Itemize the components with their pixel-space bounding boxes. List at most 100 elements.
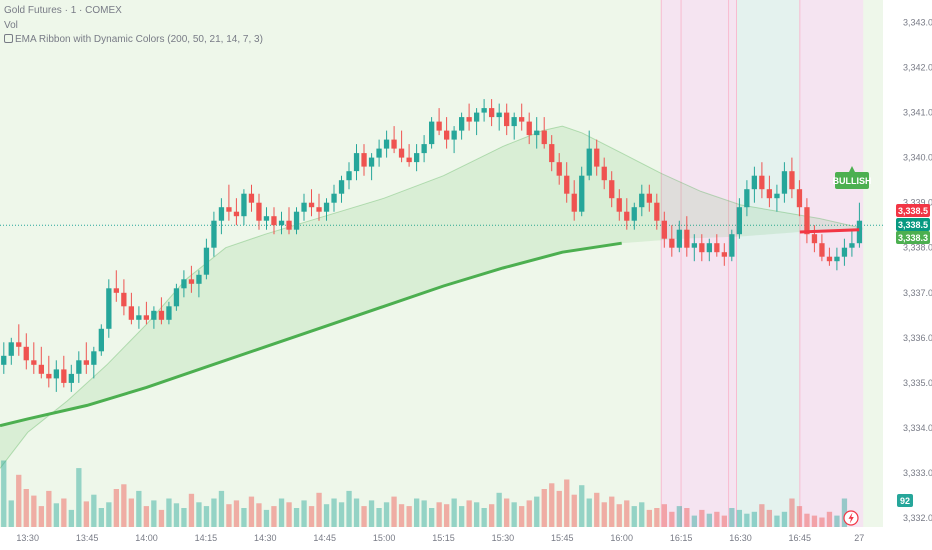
candle-body: [564, 175, 570, 194]
candles: [1, 99, 863, 392]
volume-bar: [444, 504, 450, 527]
ema-short-line: [0, 125, 860, 469]
time-tick-label: 14:00: [135, 533, 158, 543]
candle-body: [421, 144, 427, 154]
volume-bar: [188, 493, 195, 528]
regime-bands: [660, 0, 864, 527]
regime-band-1: [681, 0, 729, 527]
time-tick-label: 15:15: [432, 533, 455, 543]
volume-bar: [699, 509, 705, 527]
volume-bar: [113, 489, 119, 527]
ema-ribbon-area: [0, 126, 864, 469]
candle-body: [534, 130, 540, 136]
candle-body: [38, 364, 44, 374]
time-tick-label: 27: [854, 533, 864, 543]
time-tick-label: 16:30: [729, 533, 752, 543]
time-tick-label: 14:45: [313, 533, 336, 543]
volume-bar: [639, 502, 645, 527]
candle-body: [76, 360, 82, 374]
time-tick-label: 13:45: [76, 533, 99, 543]
price-tick-label: 3,333.0: [903, 468, 932, 478]
lightning-icon[interactable]: [843, 510, 859, 526]
candle-body: [519, 117, 525, 122]
volume-bar: [436, 502, 442, 527]
candle-body: [158, 310, 165, 320]
volume-bars: [1, 460, 848, 528]
volume-bar: [714, 511, 720, 527]
volume-bar: [549, 483, 555, 527]
candle-body: [293, 211, 300, 230]
candle-body: [8, 342, 14, 356]
price-tag-upper: 3,338.5: [896, 204, 930, 217]
candle-body: [811, 234, 818, 244]
volume-bar: [218, 490, 225, 527]
volume-bar: [526, 500, 532, 527]
candle-body: [173, 288, 180, 307]
price-tag-lower: 3,338.3: [896, 231, 930, 244]
price-tick-label: 3,334.0: [903, 423, 932, 433]
candle-body: [211, 220, 217, 248]
volume-bar: [263, 509, 270, 527]
candle-body: [856, 220, 863, 244]
volume-bar: [736, 509, 742, 527]
volume-bar: [579, 485, 585, 527]
candle-body: [106, 288, 112, 329]
candle-body: [23, 346, 29, 361]
time-tick-label: 16:15: [670, 533, 693, 543]
candle-body: [188, 279, 195, 284]
volume-bar: [8, 500, 14, 527]
volume-bar: [376, 508, 382, 527]
candle-body: [511, 117, 517, 127]
volume-bar: [143, 506, 149, 527]
regime-band-4: [799, 0, 864, 527]
candle-body: [203, 247, 210, 275]
volume-bar: [646, 509, 652, 527]
candle-body: [526, 121, 532, 136]
candle-body: [721, 252, 727, 257]
volume-bar: [38, 506, 44, 527]
candle-body: [166, 306, 172, 320]
candle-body: [676, 229, 682, 248]
candle-body: [113, 288, 119, 293]
volume-bar: [346, 490, 352, 527]
volume-bar: [519, 506, 525, 527]
candle-body: [16, 342, 22, 347]
price-tick-label: 3,340.0: [903, 153, 932, 163]
volume-bar: [53, 503, 59, 528]
time-tick-label: 16:00: [610, 533, 633, 543]
indicator-name: EMA Ribbon with Dynamic Colors (200, 50,…: [15, 34, 263, 45]
candle-body: [654, 202, 660, 221]
volume-bar: [511, 502, 517, 527]
volume-bar: [173, 503, 180, 528]
candle-body: [286, 220, 292, 230]
volume-bar: [46, 490, 52, 527]
volume-badge-text: 92: [900, 496, 910, 506]
price-tick-label: 3,343.0: [903, 18, 932, 28]
price-tag-upper-text: 3,338.5: [898, 206, 928, 216]
candle-body: [248, 193, 255, 203]
candle-body: [353, 153, 360, 172]
candle-body: [391, 139, 397, 149]
volume-bar: [676, 506, 682, 527]
candle-body: [91, 351, 97, 365]
indicator-eye-icon[interactable]: [4, 34, 13, 43]
volume-bar: [361, 506, 367, 527]
candle-body: [316, 207, 322, 212]
volume-bar: [406, 506, 412, 527]
volume-bar: [128, 498, 134, 527]
candle-body: [1, 355, 7, 365]
candle-body: [669, 238, 675, 248]
volume-bar: [91, 494, 97, 527]
candle-body: [143, 315, 149, 320]
volume-bar: [211, 498, 217, 527]
price-tick-label: 3,341.0: [903, 108, 932, 118]
candle-body: [196, 274, 202, 284]
time-tick-label: 15:00: [373, 533, 396, 543]
candle-body: [691, 243, 697, 248]
candle-body: [736, 207, 742, 235]
bullish-signal-label: BULLISH: [833, 166, 872, 189]
volume-bar: [654, 508, 660, 527]
candle-body: [549, 144, 555, 163]
candle-body: [841, 247, 848, 257]
